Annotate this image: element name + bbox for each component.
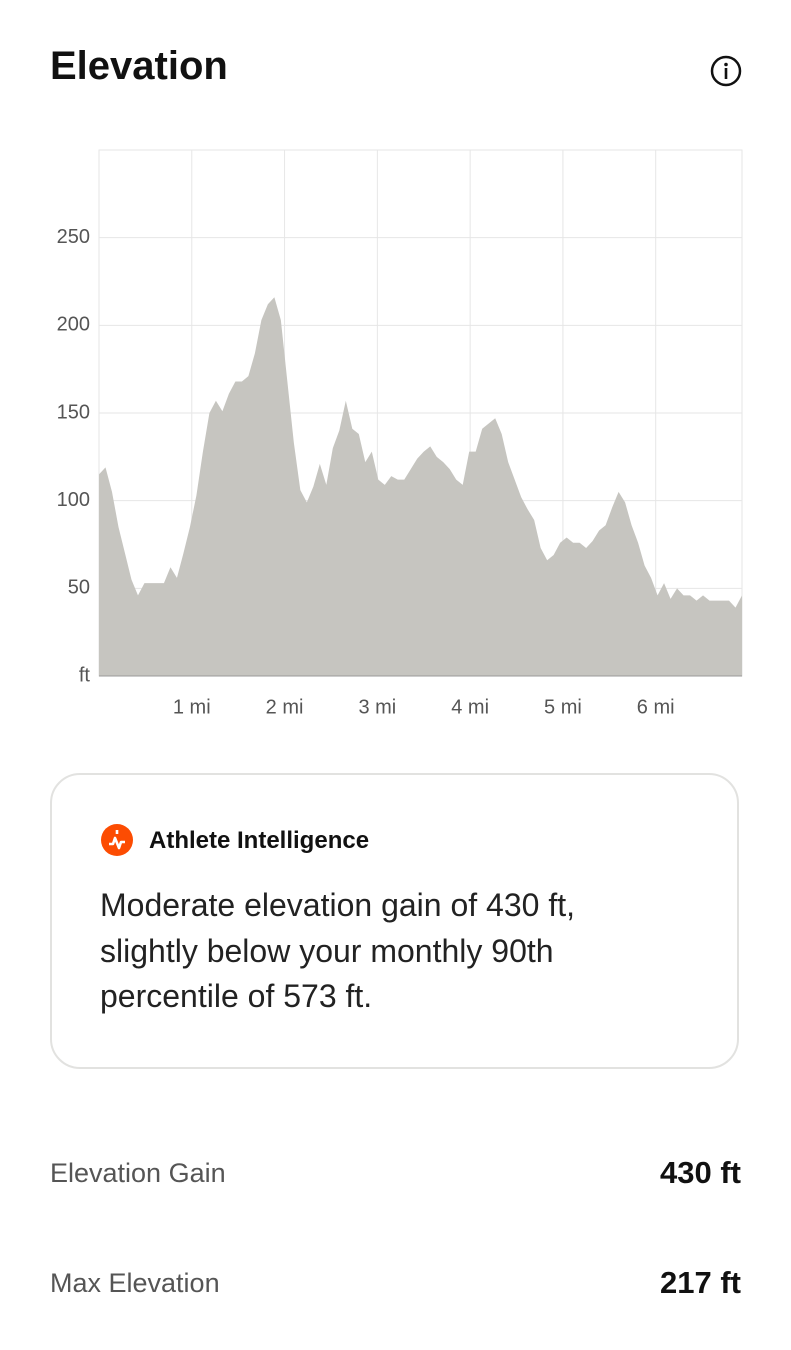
insight-text: percentile of 573 ft. <box>100 978 373 1014</box>
insight-text: slightly below your monthly 90th <box>100 933 554 969</box>
insight-card: Athlete Intelligence Moderate elevation … <box>50 773 739 1069</box>
insight-text: Moderate elevation gain of 430 ft, <box>100 887 575 923</box>
stat-label: Max Elevation <box>50 1268 220 1298</box>
y-tick-label: 150 <box>57 401 90 423</box>
y-tick-label: 200 <box>57 314 90 336</box>
elevation-chart: ft 50 100 150 200 250 1 mi 2 mi 3 mi 4 mi 5 mi 6 mi <box>57 149 743 718</box>
x-tick-label: 1 mi <box>173 696 211 718</box>
stat-value: 217 ft <box>660 1265 741 1300</box>
y-tick-label: 50 <box>68 577 90 599</box>
stat-value: 430 ft <box>660 1155 741 1190</box>
insight-icon <box>101 824 133 856</box>
elevation-area <box>99 297 742 676</box>
page-title: Elevation <box>50 44 228 88</box>
y-tick-label: 100 <box>57 489 90 511</box>
x-tick-label: 4 mi <box>451 696 489 718</box>
y-tick-label: 250 <box>57 226 90 248</box>
x-tick-label: 2 mi <box>266 696 304 718</box>
stat-label: Elevation Gain <box>50 1158 226 1188</box>
x-tick-label: 5 mi <box>544 696 582 718</box>
y-tick-label: ft <box>79 664 91 686</box>
x-tick-label: 3 mi <box>358 696 396 718</box>
insight-title: Athlete Intelligence <box>149 827 370 854</box>
info-button[interactable] <box>710 55 742 87</box>
x-tick-label: 6 mi <box>637 696 675 718</box>
